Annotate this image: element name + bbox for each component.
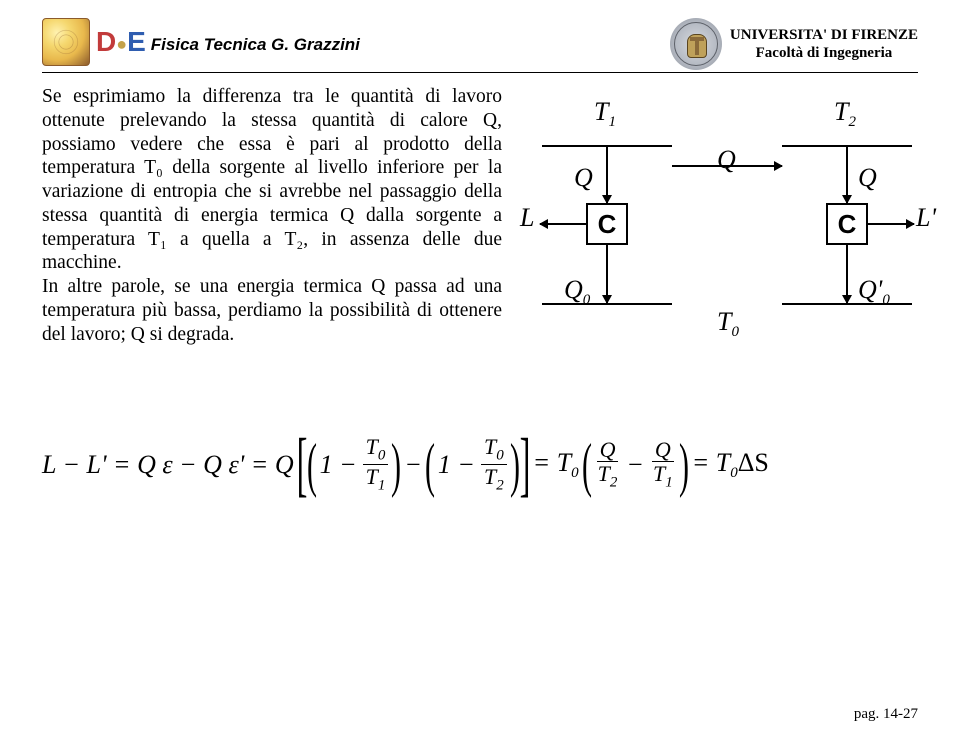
eq-minus-q: −	[626, 450, 644, 480]
cycle-box-left: C	[586, 203, 628, 245]
bottom-reservoir-bar-right	[782, 303, 912, 305]
body-paragraph: Se esprimiamo la differenza tra le quant…	[42, 85, 502, 365]
label-q-in-left: Q	[574, 163, 593, 193]
university-line2: Facoltà di Ingegneria	[730, 44, 918, 62]
university-block: UNIVERSITA' DI FIRENZE Facoltà di Ingegn…	[730, 26, 918, 62]
eq-minus-mid: −	[404, 450, 422, 480]
swirl-logo-icon	[42, 18, 90, 66]
label-q-mid: Q	[717, 145, 736, 175]
page-footer: pag. 14-27	[854, 706, 918, 723]
paren-r3-icon: )	[679, 444, 689, 486]
label-q-in-right: Q	[858, 163, 877, 193]
paren-l1-icon: (	[307, 444, 317, 486]
course-title: Fisica Tecnica G. Grazzini	[151, 35, 360, 55]
label-t2: T2	[834, 97, 856, 131]
cycle-box-right: C	[826, 203, 868, 245]
l-arrow-left	[540, 223, 586, 225]
page-header: D●E Fisica Tecnica G. Grazzini UNIVERSIT…	[42, 18, 918, 73]
university-line1: UNIVERSITA' DI FIRENZE	[730, 26, 918, 44]
header-left: D●E Fisica Tecnica G. Grazzini	[42, 18, 360, 66]
equation: L − L' = Q ε − Q ε' = Q [ ( 1 − T0 T1 ) …	[42, 435, 918, 494]
eq-eq-t0: = T0	[533, 448, 579, 482]
frac-q-t2: Q T2	[595, 438, 621, 491]
label-t0: T0	[717, 307, 739, 341]
paren-r1-icon: )	[391, 444, 401, 486]
university-seal-icon	[670, 18, 722, 70]
l-arrow-right	[868, 223, 914, 225]
paren-l3-icon: (	[582, 444, 592, 486]
label-l-left: L	[520, 203, 534, 233]
carnot-diagram: T1 T2 Q Q C L Q0 Q C L' Q'0 T0	[522, 85, 918, 365]
label-t1: T1	[594, 97, 616, 131]
bracket-left-icon: [	[296, 439, 307, 489]
eq-final: = T0ΔS	[692, 448, 769, 482]
paren-r2-icon: )	[510, 444, 520, 486]
bottom-reservoir-bar	[542, 303, 672, 305]
eq-one-1: 1 −	[320, 450, 357, 480]
de-logo: D●E	[96, 28, 145, 56]
q-out-left-arrow	[606, 245, 608, 303]
frac-q-t1: Q T1	[650, 438, 676, 491]
frac-t0-t1: T0 T1	[363, 435, 389, 494]
q-transfer-arrow	[672, 165, 782, 167]
q-out-right-arrow	[846, 245, 848, 303]
label-l-right: L'	[916, 203, 936, 233]
eq-lhs: L − L' = Q ε − Q ε' = Q	[42, 450, 294, 480]
q-in-right-arrow	[846, 145, 848, 203]
de-logo-letters: D●E	[96, 28, 145, 56]
frac-t0-t2: T0 T2	[481, 435, 507, 494]
bracket-right-icon: ]	[519, 439, 530, 489]
eq-one-2: 1 −	[438, 450, 475, 480]
paren-l2-icon: (	[425, 444, 435, 486]
q-in-left-arrow	[606, 145, 608, 203]
content-row: Se esprimiamo la differenza tra le quant…	[42, 85, 918, 365]
header-right: UNIVERSITA' DI FIRENZE Facoltà di Ingegn…	[670, 18, 918, 70]
